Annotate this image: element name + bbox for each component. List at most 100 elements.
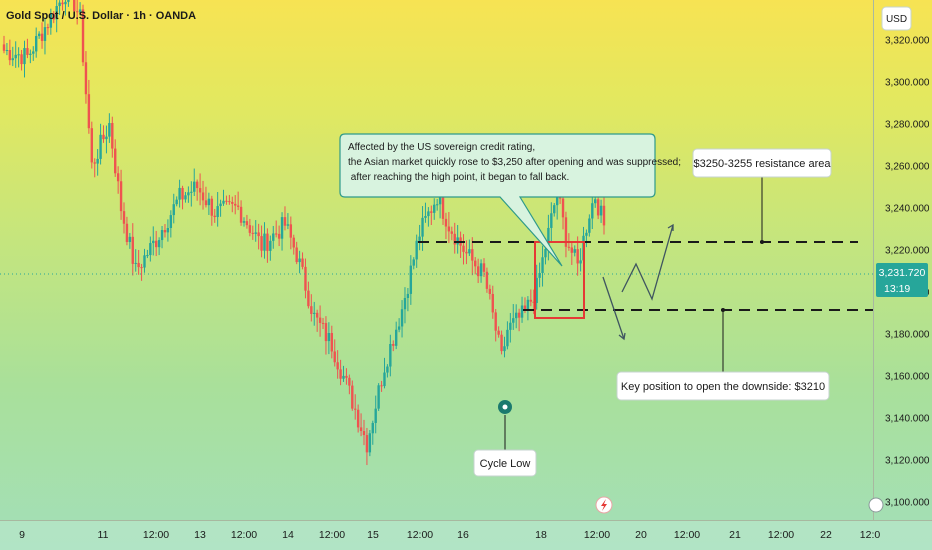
candle[interactable] <box>494 308 497 342</box>
candle[interactable] <box>383 357 386 389</box>
candle[interactable] <box>8 39 12 66</box>
candle[interactable] <box>321 317 325 329</box>
candle[interactable] <box>476 258 480 284</box>
candle[interactable] <box>409 255 413 305</box>
candle[interactable] <box>37 31 41 39</box>
candle[interactable] <box>20 49 23 71</box>
candle[interactable] <box>564 211 568 258</box>
candle[interactable] <box>471 237 474 276</box>
candle[interactable] <box>421 206 424 251</box>
candle[interactable] <box>336 350 339 379</box>
candle[interactable] <box>491 285 494 319</box>
candle[interactable] <box>49 8 53 35</box>
candle[interactable] <box>412 257 415 270</box>
candle[interactable] <box>509 313 512 343</box>
candle[interactable] <box>354 394 357 420</box>
candle[interactable] <box>304 258 307 299</box>
cycle-low-label-box[interactable] <box>473 449 537 477</box>
candle[interactable] <box>371 420 374 445</box>
candle[interactable] <box>125 216 129 246</box>
candle[interactable] <box>154 230 158 257</box>
current-price-tag[interactable] <box>876 263 928 297</box>
scale-settings-icon[interactable] <box>868 497 884 513</box>
candle[interactable] <box>450 226 454 241</box>
candle[interactable] <box>105 125 108 154</box>
candle[interactable] <box>204 186 208 208</box>
candle[interactable] <box>503 336 506 358</box>
candle[interactable] <box>269 235 272 261</box>
candle[interactable] <box>520 296 524 323</box>
candle[interactable] <box>277 225 281 247</box>
candle[interactable] <box>257 223 260 250</box>
candle[interactable] <box>538 262 541 288</box>
candle[interactable] <box>310 294 313 322</box>
candle[interactable] <box>11 46 14 67</box>
candle[interactable] <box>400 300 404 338</box>
candle[interactable] <box>149 236 152 262</box>
candle[interactable] <box>547 214 550 261</box>
candle[interactable] <box>327 322 331 355</box>
candle[interactable] <box>444 212 448 240</box>
candle[interactable] <box>356 404 360 433</box>
candle[interactable] <box>512 304 515 330</box>
candle[interactable] <box>99 123 102 165</box>
candle[interactable] <box>339 359 342 386</box>
candle[interactable] <box>380 380 383 392</box>
candle[interactable] <box>90 121 94 169</box>
candle[interactable] <box>140 263 143 281</box>
candle[interactable] <box>190 181 193 207</box>
candle[interactable] <box>462 234 465 265</box>
candle[interactable] <box>213 208 216 223</box>
candle[interactable] <box>392 340 395 352</box>
candle[interactable] <box>58 0 61 15</box>
candle[interactable] <box>254 220 257 242</box>
candle[interactable] <box>585 229 588 248</box>
candle[interactable] <box>14 41 17 68</box>
candle[interactable] <box>134 249 137 272</box>
callout-bubble[interactable] <box>339 133 656 267</box>
candle[interactable] <box>342 365 345 382</box>
candle[interactable] <box>386 364 389 378</box>
candle[interactable] <box>178 179 181 208</box>
candle[interactable] <box>298 250 301 274</box>
candle[interactable] <box>26 38 29 59</box>
candle[interactable] <box>172 193 175 224</box>
candle[interactable] <box>365 427 369 466</box>
candle[interactable] <box>245 214 249 229</box>
candle[interactable] <box>292 234 295 255</box>
candle[interactable] <box>517 308 521 332</box>
candle[interactable] <box>61 0 64 11</box>
candle[interactable] <box>324 316 328 355</box>
candle[interactable] <box>573 245 576 257</box>
candle[interactable] <box>359 413 363 437</box>
candle[interactable] <box>453 222 456 254</box>
candle[interactable] <box>570 242 574 265</box>
candle[interactable] <box>166 219 170 242</box>
candle[interactable] <box>23 40 26 78</box>
currency-button[interactable] <box>881 6 912 31</box>
candle[interactable] <box>102 125 105 143</box>
candle[interactable] <box>181 185 184 210</box>
projection-down-path[interactable] <box>602 276 625 340</box>
candle[interactable] <box>114 139 117 177</box>
candle[interactable] <box>313 301 316 326</box>
candle[interactable] <box>403 287 407 324</box>
candle[interactable] <box>553 202 556 217</box>
candle[interactable] <box>40 22 44 49</box>
candle[interactable] <box>295 241 298 265</box>
candle[interactable] <box>602 192 606 235</box>
candle[interactable] <box>78 2 82 16</box>
candle[interactable] <box>137 249 140 275</box>
candle[interactable] <box>239 200 243 226</box>
candle[interactable] <box>128 232 132 249</box>
candle[interactable] <box>599 199 603 223</box>
candle[interactable] <box>29 49 32 64</box>
candle[interactable] <box>187 186 190 203</box>
candle[interactable] <box>201 180 205 210</box>
candle[interactable] <box>529 289 533 307</box>
candle[interactable] <box>266 228 269 263</box>
candle[interactable] <box>418 224 421 251</box>
candle[interactable] <box>32 46 35 61</box>
candle[interactable] <box>485 267 489 293</box>
candle[interactable] <box>93 158 96 178</box>
